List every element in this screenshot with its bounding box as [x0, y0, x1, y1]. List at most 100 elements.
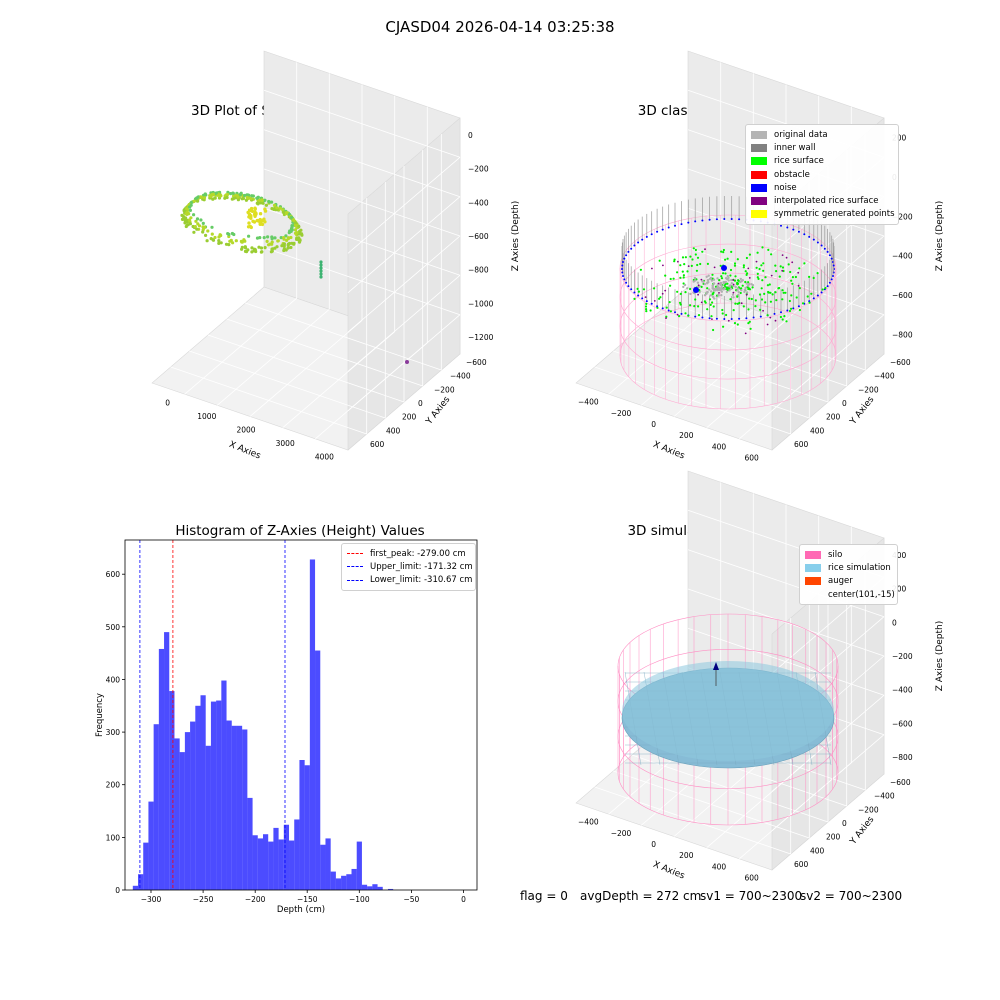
y-tick-label: −400: [874, 372, 895, 381]
noise-point: [661, 228, 664, 231]
original-data-point: [727, 279, 730, 282]
noise-point: [641, 238, 644, 241]
rice-surface-point: [653, 287, 656, 290]
rice-surface-point: [747, 281, 750, 284]
histogram-bar: [387, 888, 394, 890]
rice-surface-point: [679, 303, 682, 306]
legend-label: noise: [774, 182, 797, 193]
raw-point: [290, 241, 294, 245]
histogram-bar: [169, 691, 175, 890]
rice-surface-point: [767, 291, 771, 294]
x-tick-label: 200: [679, 851, 694, 860]
raw-point: [185, 223, 189, 227]
noise-point: [625, 281, 628, 284]
rice-surface-point: [636, 287, 639, 290]
raw-point: [299, 228, 303, 232]
noise-point: [694, 315, 697, 318]
original-data-point: [740, 280, 743, 283]
rice-surface-point: [758, 267, 761, 271]
rice-surface-point: [748, 288, 752, 291]
footer-sv2: sv2 = 700~2300: [800, 889, 903, 903]
legend-item: noise: [751, 181, 893, 194]
legend-line: [347, 566, 363, 568]
histogram-bar: [242, 729, 248, 890]
rice-surface-point: [778, 286, 781, 290]
interpolated-point: [770, 274, 773, 277]
raw-point: [270, 200, 274, 204]
original-data-point: [720, 290, 723, 293]
noise-point: [715, 218, 718, 221]
legend-swatch: [751, 183, 767, 192]
interpolated-point: [713, 266, 716, 269]
rice-surface-point: [681, 256, 685, 259]
interpolated-point: [700, 301, 703, 304]
raw-point: [263, 198, 267, 202]
rice-surface-point: [782, 291, 785, 294]
noise-point: [786, 309, 789, 312]
rice-surface-point: [696, 256, 700, 259]
rice-surface-point: [778, 275, 781, 278]
simulation-3d-panel: −400−20002004006006004002000−200−400−600…: [575, 470, 945, 882]
y-tick-label: −400: [450, 372, 471, 381]
rice-surface-point: [755, 266, 758, 269]
rice-surface-point: [649, 309, 652, 312]
noise-point: [826, 250, 829, 253]
rice-surface-point: [642, 288, 646, 291]
original-data-point: [732, 284, 735, 288]
histogram-bar: [143, 842, 149, 890]
z-tick-label: −800: [892, 330, 913, 339]
legend-swatch: [805, 577, 821, 586]
raw-point: [209, 237, 213, 241]
noise-point: [715, 317, 718, 320]
z-tick-label: 200: [892, 134, 907, 143]
x-tick-label: −300: [141, 895, 162, 904]
rice-surface-point: [721, 308, 724, 312]
interpolated-point: [711, 318, 713, 320]
rice-surface-point: [754, 299, 757, 302]
rice-surface-point: [810, 292, 813, 295]
rice-surface-point: [760, 287, 763, 290]
noise-point: [650, 302, 653, 305]
histogram-bar: [320, 844, 326, 890]
interpolated-point: [664, 289, 667, 292]
interpolated-point: [769, 316, 772, 319]
noise-point: [820, 291, 823, 294]
histogram-legend: first_peak: -279.00 cm Upper_limit: -171…: [341, 543, 476, 591]
noise-point: [630, 288, 633, 291]
original-data-point: [737, 293, 740, 297]
original-data-point: [743, 290, 746, 294]
noise-point: [820, 244, 823, 247]
rice-surface-point: [645, 308, 648, 311]
legend-item: rice simulation: [805, 561, 892, 574]
histogram-bar: [210, 701, 217, 890]
rice-surface-point: [808, 275, 811, 278]
histogram-bar: [200, 695, 206, 890]
histogram-bar: [315, 650, 321, 890]
noise-point: [650, 233, 653, 236]
histogram-bar: [304, 765, 310, 890]
rice-surface-point: [701, 250, 704, 253]
rice-surface-point: [788, 299, 792, 303]
rice-surface-point: [775, 299, 778, 302]
raw-point: [294, 221, 298, 225]
rice-surface-point: [724, 258, 727, 261]
raw-point: [262, 236, 266, 240]
raw-point: [278, 206, 282, 210]
rice-surface-point: [756, 251, 759, 254]
histogram-bar: [153, 724, 159, 890]
legend-item: Upper_limit: -171.32 cm: [347, 560, 473, 573]
x-tick-label: −200: [245, 895, 266, 904]
y-tick-label: 400: [386, 426, 401, 435]
raw-point: [244, 250, 249, 254]
rice-surface-point: [697, 305, 700, 308]
raw-point: [195, 227, 199, 231]
histogram-bar: [341, 875, 347, 890]
rice-surface-point: [751, 286, 754, 289]
x-tick-label: −400: [578, 818, 599, 827]
classify-legend: original data inner wall rice surface ob…: [745, 124, 899, 226]
original-data-point: [707, 274, 710, 277]
rice-surface-point: [734, 302, 737, 305]
rice-surface-point: [687, 314, 690, 317]
interpolated-point: [677, 260, 679, 263]
interpolated-point: [697, 293, 699, 296]
